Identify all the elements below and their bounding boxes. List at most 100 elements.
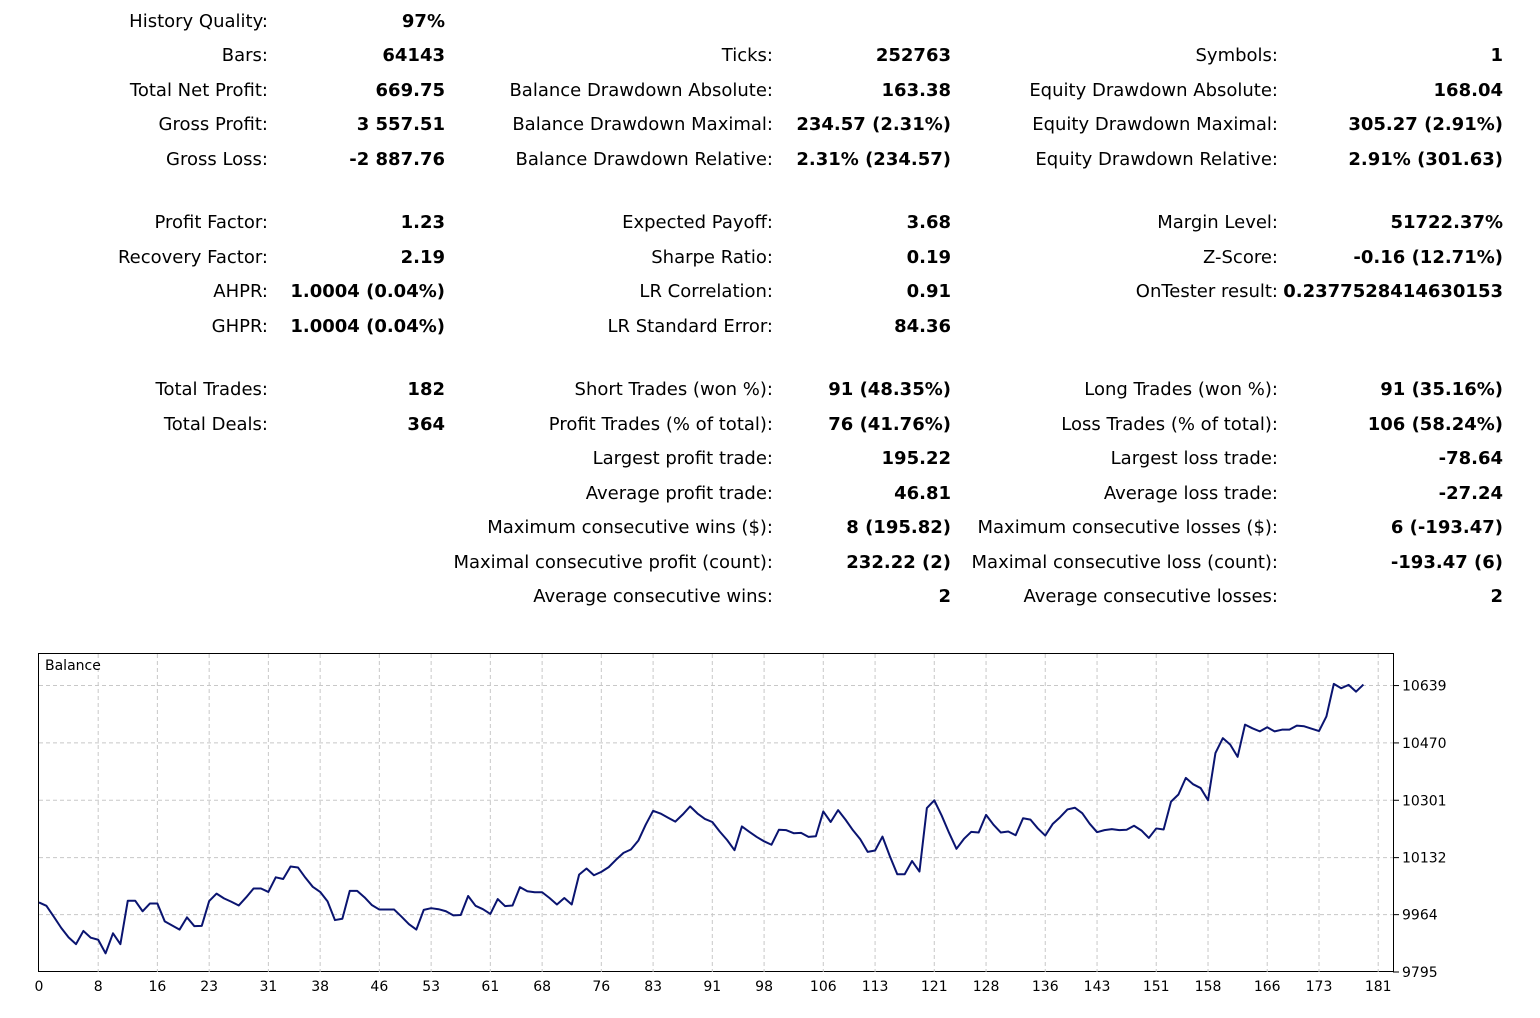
stat-label: History Quality: — [129, 11, 268, 32]
x-tick-label: 136 — [1032, 979, 1059, 995]
stat-value: 0.91 — [906, 281, 951, 302]
stat-label: Total Trades: — [155, 379, 268, 400]
stat-value: 0.19 — [906, 247, 951, 268]
stat-value: 106 (58.24%) — [1367, 414, 1503, 435]
stat-value: 0.2377528414630153 — [1283, 281, 1503, 302]
stat-label: Equity Drawdown Relative: — [1035, 149, 1278, 170]
stat-label: Average profit trade: — [585, 483, 773, 504]
stat-label: Gross Loss: — [166, 149, 268, 170]
x-tick-label: 128 — [973, 979, 1000, 995]
stat-value: 163.38 — [881, 80, 951, 101]
x-tick-label: 98 — [755, 979, 773, 995]
x-tick-label: 121 — [921, 979, 948, 995]
stat-label: GHPR: — [211, 316, 268, 337]
stat-value: -27.24 — [1438, 483, 1503, 504]
x-tick-label: 166 — [1254, 979, 1281, 995]
stat-label: Largest loss trade: — [1110, 448, 1278, 469]
y-tick-label: 10132 — [1402, 851, 1447, 867]
x-tick-label: 31 — [259, 979, 277, 995]
stat-label: Average consecutive losses: — [1023, 586, 1278, 607]
stat-value: -0.16 (12.71%) — [1353, 247, 1503, 268]
stat-value: 252763 — [875, 45, 951, 66]
x-tick-label: 8 — [94, 979, 103, 995]
stat-value: 3 557.51 — [356, 114, 445, 135]
x-tick-label: 61 — [481, 979, 499, 995]
x-tick-label: 173 — [1306, 979, 1333, 995]
stat-label: Recovery Factor: — [117, 247, 268, 268]
stat-label: Bars: — [221, 45, 268, 66]
stat-label: Expected Payoff: — [622, 212, 773, 233]
x-tick-label: 91 — [703, 979, 721, 995]
stat-label: Long Trades (won %): — [1084, 379, 1278, 400]
stat-label: Total Deals: — [163, 414, 268, 435]
stat-label: Equity Drawdown Absolute: — [1029, 80, 1278, 101]
x-tick-label: 46 — [370, 979, 388, 995]
stat-value: 669.75 — [375, 80, 445, 101]
stat-value: 2.19 — [400, 247, 445, 268]
stat-value: 84.36 — [894, 316, 951, 337]
x-tick-label: 23 — [200, 979, 218, 995]
x-tick-label: 53 — [422, 979, 440, 995]
stat-value: 51722.37% — [1390, 212, 1503, 233]
stat-value: 232.22 (2) — [846, 552, 951, 573]
stat-value: 6 (-193.47) — [1390, 517, 1503, 538]
stat-label: Average loss trade: — [1103, 483, 1278, 504]
stat-label: Maximal consecutive loss (count): — [971, 552, 1278, 573]
x-tick-label: 106 — [810, 979, 837, 995]
stat-value: 1.0004 (0.04%) — [290, 316, 445, 337]
stat-label: Maximum consecutive wins ($): — [487, 517, 773, 538]
stat-label: Gross Profit: — [158, 114, 268, 135]
stat-value: 182 — [407, 379, 445, 400]
x-tick-label: 158 — [1195, 979, 1222, 995]
chart-title: Balance — [45, 658, 101, 674]
stat-label: Sharpe Ratio: — [651, 247, 773, 268]
x-tick-label: 181 — [1365, 979, 1392, 995]
stat-label: Profit Factor: — [154, 212, 268, 233]
balance-line — [38, 682, 1365, 955]
y-tick-label: 9795 — [1402, 965, 1438, 981]
stat-value: 2.91% (301.63) — [1348, 149, 1503, 170]
stat-label: Z-Score: — [1203, 247, 1278, 268]
stat-label: LR Correlation: — [639, 281, 773, 302]
y-tick-label: 10470 — [1402, 736, 1447, 752]
stat-label: Equity Drawdown Maximal: — [1032, 114, 1278, 135]
stat-label: Average consecutive wins: — [533, 586, 773, 607]
stat-value: 91 (35.16%) — [1380, 379, 1503, 400]
stat-value: 2 — [938, 586, 951, 607]
stat-value: 76 (41.76%) — [828, 414, 951, 435]
stat-label: Balance Drawdown Maximal: — [512, 114, 773, 135]
x-tick-label: 68 — [533, 979, 551, 995]
stat-value: 305.27 (2.91%) — [1348, 114, 1503, 135]
stat-value: 234.57 (2.31%) — [796, 114, 951, 135]
stat-label: OnTester result: — [1135, 281, 1278, 302]
x-tick-label: 83 — [644, 979, 662, 995]
stat-value: -2 887.76 — [349, 149, 445, 170]
stat-label: LR Standard Error: — [607, 316, 774, 337]
stat-value: -78.64 — [1438, 448, 1503, 469]
stat-value: 364 — [407, 414, 445, 435]
stat-label: Maximum consecutive losses ($): — [977, 517, 1279, 538]
stat-value: 91 (48.35%) — [828, 379, 951, 400]
stat-value: 195.22 — [881, 448, 951, 469]
y-tick-label: 9964 — [1402, 908, 1438, 924]
x-tick-label: 113 — [862, 979, 889, 995]
stat-value: 2.31% (234.57) — [796, 149, 951, 170]
x-tick-label: 16 — [148, 979, 166, 995]
stat-value: 1 — [1490, 45, 1503, 66]
stat-value: -193.47 (6) — [1390, 552, 1503, 573]
stat-value: 1.0004 (0.04%) — [290, 281, 445, 302]
stat-value: 97% — [401, 11, 445, 32]
x-tick-label: 76 — [592, 979, 610, 995]
x-tick-label: 143 — [1084, 979, 1111, 995]
stat-label: AHPR: — [213, 281, 268, 302]
stat-value: 8 (195.82) — [846, 517, 951, 538]
stat-value: 2 — [1490, 586, 1503, 607]
stat-label: Ticks: — [721, 45, 773, 66]
stat-label: Symbols: — [1195, 45, 1279, 66]
stat-label: Maximal consecutive profit (count): — [453, 552, 773, 573]
stat-value: 46.81 — [894, 483, 951, 504]
y-tick-label: 10301 — [1402, 793, 1447, 809]
stat-label: Balance Drawdown Absolute: — [509, 80, 773, 101]
y-tick-label: 10639 — [1402, 679, 1447, 695]
